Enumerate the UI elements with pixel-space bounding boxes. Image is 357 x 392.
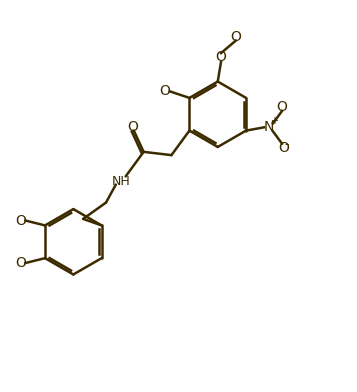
Text: O: O [230, 30, 241, 44]
Text: O: O [127, 120, 138, 134]
Text: O: O [278, 141, 289, 154]
Text: +: + [270, 116, 278, 126]
Text: N: N [264, 120, 274, 134]
Text: O: O [216, 50, 226, 64]
Text: O: O [15, 214, 26, 227]
Text: -: - [285, 138, 289, 151]
Text: O: O [160, 84, 170, 98]
Text: NH: NH [111, 175, 130, 188]
Text: O: O [277, 100, 287, 114]
Text: O: O [15, 256, 26, 270]
